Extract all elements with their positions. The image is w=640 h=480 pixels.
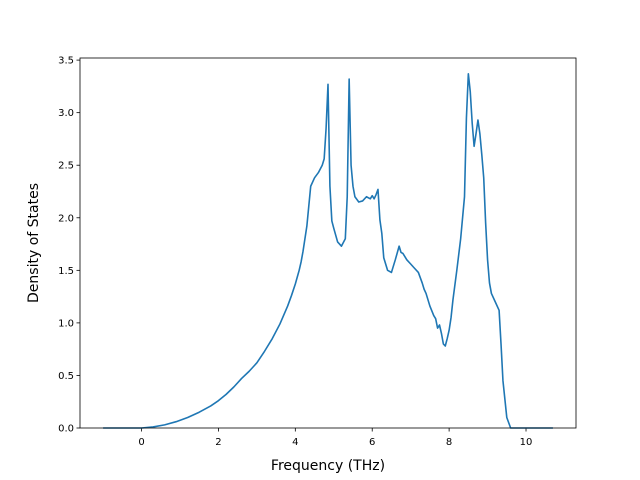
- y-tick-label: 3.0: [58, 108, 74, 119]
- x-tick-label: 0: [138, 437, 144, 448]
- x-axis-label: Frequency (THz): [271, 458, 385, 474]
- y-tick-label: 1.0: [58, 318, 74, 329]
- x-tick-label: 4: [292, 437, 298, 448]
- y-tick-label: 3.5: [58, 56, 74, 67]
- series-layer: [103, 72, 553, 429]
- x-tick-label: 2: [215, 437, 221, 448]
- y-tick-label: 2.5: [58, 161, 74, 172]
- x-axis-ticks: 0 2 4 6 8 10: [138, 428, 532, 448]
- y-tick-label: 2.0: [58, 213, 74, 224]
- y-tick-label: 0.0: [58, 424, 74, 435]
- dos-series-line: [103, 72, 553, 429]
- y-tick-label: 1.5: [58, 266, 74, 277]
- x-tick-label: 8: [446, 437, 452, 448]
- y-tick-label: 0.5: [58, 371, 74, 382]
- x-tick-label: 6: [369, 437, 375, 448]
- y-axis-label: Density of States: [26, 183, 42, 303]
- x-tick-label: 10: [520, 437, 533, 448]
- y-axis-ticks: 0.0 0.5 1.0 1.5 2.0 2.5 3.0 3.5: [58, 56, 80, 435]
- plot-frame: [79, 57, 577, 429]
